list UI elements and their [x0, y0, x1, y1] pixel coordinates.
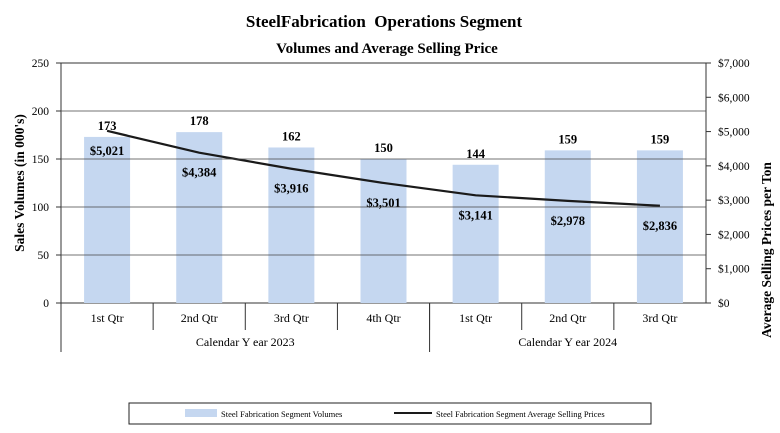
price-label: $3,141 — [458, 208, 492, 222]
price-label: $3,916 — [274, 182, 308, 196]
volume-bar-label: 162 — [282, 129, 301, 143]
volume-bar — [544, 150, 591, 303]
chart-subtitle: Volumes and Average Selling Price — [276, 41, 498, 57]
right-tick-label: $4,000 — [718, 160, 750, 173]
category-label: 2nd Qtr — [549, 311, 586, 325]
right-axis-label: Average Selling Prices per Ton — [759, 162, 774, 338]
left-tick-label: 200 — [32, 106, 50, 118]
group-label: Calendar Y ear 2023 — [196, 335, 295, 349]
category-label: 2nd Qtr — [181, 311, 218, 325]
price-label: $3,501 — [366, 196, 400, 210]
right-tick-label: $7,000 — [718, 57, 750, 70]
right-tick-label: $2,000 — [718, 228, 750, 241]
category-label: 1st Qtr — [91, 311, 124, 325]
volume-bars — [84, 132, 683, 303]
left-axis-ticks: 0 50 100 150 200 250 — [32, 58, 706, 310]
right-tick-label: $3,000 — [718, 194, 750, 207]
category-label: 3rd Qtr — [642, 311, 677, 325]
category-label: 1st Qtr — [459, 311, 492, 325]
volume-bar — [268, 147, 315, 303]
left-tick-label: 50 — [38, 250, 50, 262]
right-tick-label: $5,000 — [718, 126, 750, 139]
category-label: 3rd Qtr — [274, 311, 309, 325]
price-label: $2,978 — [551, 214, 585, 228]
volume-bar-label: 159 — [558, 132, 577, 146]
left-axis-label: Sales Volumes (in 000's) — [12, 114, 27, 252]
volume-bar-label: 150 — [374, 141, 393, 155]
price-line-group — [106, 129, 660, 207]
left-tick-label: 250 — [32, 58, 50, 70]
volume-bar-label: 178 — [190, 114, 209, 128]
chart-title: SteelFabrication Operations Segment — [246, 12, 523, 31]
price-labels: $5,021 $4,384 $3,916 $3,501 $3,141 $2,978 $2,8… — [90, 144, 677, 233]
category-axis: 1st Qtr 2nd Qtr 3rd Qtr 4th Qtr 1st Qtr 2nd Q… — [60, 303, 677, 352]
left-tick-label: 150 — [32, 154, 50, 166]
volume-bar — [176, 132, 223, 303]
group-label: Calendar Y ear 2024 — [518, 335, 617, 349]
price-line — [106, 129, 660, 207]
left-tick-label: 100 — [32, 202, 50, 214]
legend-bar-swatch — [185, 409, 217, 417]
legend: Steel Fabrication Segment Volumes Steel … — [128, 402, 652, 425]
volume-bar-label: 173 — [98, 119, 117, 133]
price-label: $2,836 — [643, 219, 677, 233]
legend-line-label: Steel Fabrication Segment Average Sellin… — [436, 409, 605, 419]
volume-bar-label: 159 — [651, 132, 670, 146]
category-label: 4th Qtr — [366, 311, 400, 325]
volume-bar-label: 144 — [466, 147, 486, 161]
volume-labels: 173 178 162 150 144 159 159 — [98, 114, 670, 161]
right-tick-label: $6,000 — [718, 91, 750, 104]
right-tick-label: $0 — [718, 297, 730, 310]
right-tick-label: $1,000 — [718, 263, 750, 276]
volume-bar — [636, 150, 683, 303]
right-axis-ticks: $0 $1,000 $2,000 $3,000 $4,000 $5,000 $6,000 $7… — [706, 57, 750, 310]
left-tick-label: 0 — [43, 298, 49, 310]
volume-bar — [452, 164, 499, 303]
legend-box — [128, 402, 652, 425]
volume-bar — [84, 136, 131, 303]
price-label: $4,384 — [182, 166, 217, 180]
legend-bar-label: Steel Fabrication Segment Volumes — [221, 409, 342, 419]
price-label: $5,021 — [90, 144, 124, 158]
